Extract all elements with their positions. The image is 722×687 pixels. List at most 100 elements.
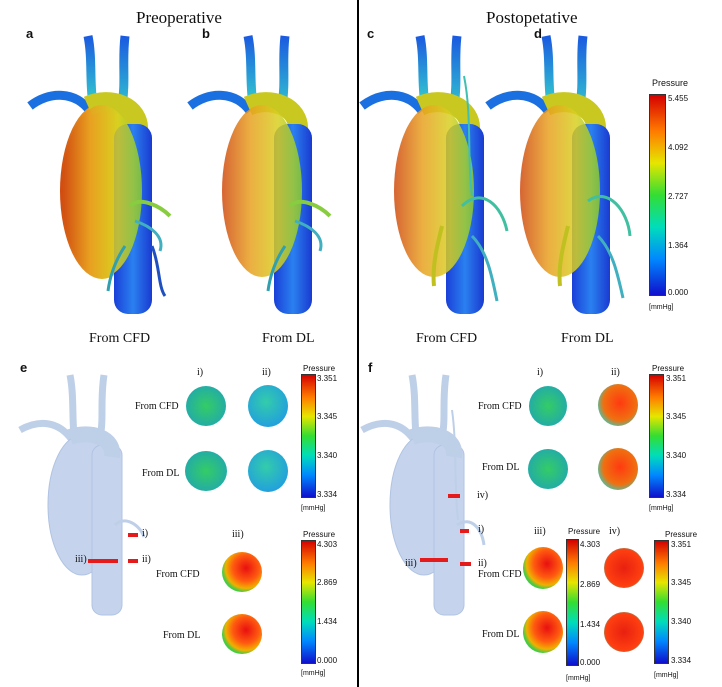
- cbar1-f-tick: 3.345: [666, 412, 687, 421]
- cbar3-f-tick: 3.351: [671, 540, 692, 549]
- marker-label-ii-f: ii): [478, 558, 487, 569]
- row-label-cfd-e-2: From CFD: [156, 569, 200, 580]
- cross-section-f-iii-cfd: [523, 547, 563, 589]
- marker-iv-f: [448, 494, 460, 498]
- cbar1-f: [649, 374, 664, 498]
- cbar3-title-f: Pressure: [665, 530, 698, 539]
- row-label-dl-f-2: From DL: [482, 629, 520, 640]
- marker-label-iii-f: iii): [405, 558, 417, 569]
- col-label-i-f: i): [537, 367, 544, 378]
- panel-letter-b: b: [202, 26, 210, 41]
- cbar2-f-tick: 2.869: [580, 580, 601, 589]
- cbar2-title-e: Pressure: [303, 530, 336, 539]
- cbar2-f: [566, 539, 579, 666]
- cbar1-title-e: Pressure: [303, 364, 336, 373]
- cross-section-f-iv-dl: [604, 612, 644, 652]
- cbar2-e-tick: 2.869: [317, 578, 338, 587]
- section-divider: [357, 0, 359, 687]
- cross-section-f-iv-cfd: [604, 548, 644, 588]
- cbar2-f-tick: 4.303: [580, 540, 601, 549]
- caption-c: From CFD: [416, 331, 478, 346]
- cbar1-f-unit: [mmHg]: [649, 505, 674, 512]
- cross-section-e-i-dl: [185, 451, 227, 491]
- postoperative-title: Postopetative: [486, 8, 578, 27]
- cbar1-f-tick: 3.334: [666, 490, 687, 499]
- panel-letter-a: a: [26, 26, 34, 41]
- cross-section-e-ii-dl: [248, 450, 288, 492]
- aorta-translucent-e: [18, 374, 146, 616]
- cbar3-f-tick: 3.340: [671, 617, 692, 626]
- cbar1-f-tick: 3.340: [666, 451, 687, 460]
- cross-section-f-iii-dl: [523, 611, 563, 653]
- row-label-cfd-f: From CFD: [478, 401, 522, 412]
- cbar2-e-tick: 0.000: [317, 656, 338, 665]
- col-label-ii-f: ii): [611, 367, 620, 378]
- cross-section-f-ii-cfd: [598, 384, 638, 426]
- cbar1-e-tick: 3.351: [317, 374, 338, 383]
- cbar2-f-tick: 0.000: [580, 658, 601, 667]
- cbar2-f-tick: 1.434: [580, 620, 601, 629]
- cross-section-e-iii-dl: [222, 614, 262, 654]
- top-cbar-unit: [mmHg]: [649, 304, 674, 311]
- caption-a: From CFD: [89, 331, 151, 346]
- marker-i-e: [128, 533, 138, 537]
- top-cbar-tick: 4.092: [668, 143, 689, 152]
- cross-section-f-i-cfd: [529, 386, 567, 426]
- preoperative-title: Preoperative: [136, 8, 222, 27]
- cross-section-e-iii-cfd: [222, 552, 262, 592]
- cbar2-e-tick: 1.434: [317, 617, 338, 626]
- marker-iii-f: [420, 558, 448, 562]
- panel-letter-e: e: [20, 360, 28, 375]
- cbar3-f: [654, 540, 669, 664]
- row-label-cfd-e: From CFD: [135, 401, 179, 412]
- top-cbar-tick: 0.000: [668, 288, 689, 297]
- cbar3-f-tick: 3.345: [671, 578, 692, 587]
- top-cbar-tick: 1.364: [668, 241, 689, 250]
- cbar2-e-unit: [mmHg]: [301, 670, 326, 677]
- cbar1-e: [301, 374, 316, 498]
- marker-ii-f: [460, 562, 471, 566]
- row-label-cfd-f-2: From CFD: [478, 569, 522, 580]
- aorta-render-a: [27, 35, 172, 314]
- marker-label-i-f: i): [478, 524, 485, 535]
- cross-section-f-i-dl: [528, 449, 568, 489]
- cbar2-e: [301, 540, 316, 664]
- top-colorbar-title: Pressure: [652, 78, 689, 88]
- panel-letter-f: f: [368, 360, 373, 375]
- marker-i-f: [460, 529, 469, 533]
- top-cbar-tick: 5.455: [668, 94, 689, 103]
- cbar2-title-f: Pressure: [568, 527, 601, 536]
- panel-letter-d: d: [534, 26, 542, 41]
- marker-iii-e: [88, 559, 118, 563]
- marker-label-ii-e: ii): [142, 554, 151, 565]
- cross-section-e-i-cfd: [186, 386, 226, 426]
- cbar1-e-tick: 3.345: [317, 412, 338, 421]
- aorta-render-d: [485, 35, 632, 314]
- cbar3-f-tick: 3.334: [671, 656, 692, 665]
- cbar1-title-f: Pressure: [652, 364, 685, 373]
- marker-label-iv-f: iv): [477, 490, 489, 501]
- row-label-dl-e-2: From DL: [163, 630, 201, 641]
- caption-d: From DL: [561, 331, 614, 346]
- cbar3-f-unit: [mmHg]: [654, 672, 679, 679]
- cross-section-f-ii-dl: [598, 448, 638, 490]
- top-cbar-tick: 2.727: [668, 192, 689, 201]
- panel-letter-c: c: [367, 26, 375, 41]
- marker-label-i-e: i): [142, 528, 149, 539]
- cbar1-e-tick: 3.334: [317, 490, 338, 499]
- marker-label-iii-e: iii): [75, 554, 87, 565]
- row-label-dl-f: From DL: [482, 462, 520, 473]
- cbar1-e-tick: 3.340: [317, 451, 338, 460]
- marker-ii-e: [128, 559, 138, 563]
- top-colorbar: [649, 94, 666, 296]
- cbar1-f-tick: 3.351: [666, 374, 687, 383]
- cbar2-e-tick: 4.303: [317, 540, 338, 549]
- cross-section-e-ii-cfd: [248, 385, 288, 427]
- caption-b: From DL: [262, 331, 315, 346]
- col-label-iv-f: iv): [609, 526, 621, 537]
- aorta-render-c: [359, 35, 509, 314]
- row-label-dl-e: From DL: [142, 468, 180, 479]
- col-label-ii-e: ii): [262, 367, 271, 378]
- col-label-i-e: i): [197, 367, 204, 378]
- aorta-render-b: [187, 35, 332, 314]
